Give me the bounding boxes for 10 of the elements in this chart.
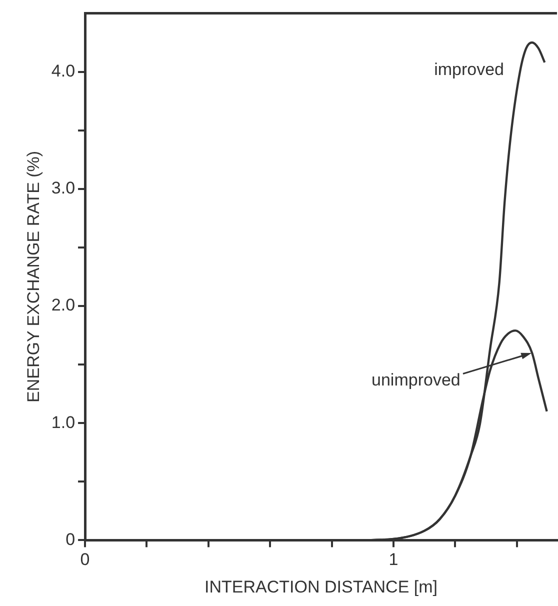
x-tick-label: 1 (388, 550, 398, 570)
y-tick-label: 4.0 (51, 61, 76, 80)
series-label: unimproved (372, 370, 460, 390)
y-tick-label: 2.0 (51, 296, 76, 315)
y-tick-label: 0 (66, 530, 76, 549)
y-tick-label: 1.0 (51, 412, 76, 432)
y-tick-label: 3.0 (51, 178, 76, 198)
series-label: improved (434, 60, 504, 80)
y-axis-title: ENERGY EXCHANGE RATE (%) (24, 150, 43, 402)
x-axis-title: INTERACTION DISTANCE [m] (204, 577, 438, 596)
